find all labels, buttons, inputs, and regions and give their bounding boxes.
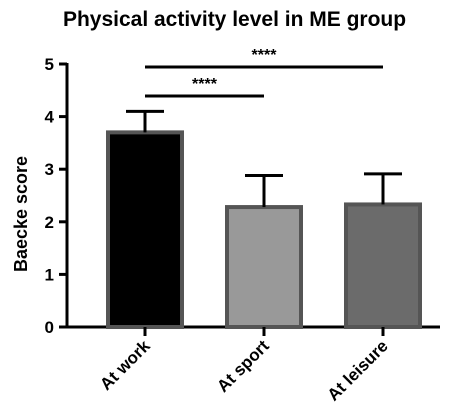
significance-brackets: **** **** bbox=[145, 47, 383, 98]
bar bbox=[344, 202, 422, 329]
y-tick-label: 3 bbox=[45, 160, 54, 179]
error-bars bbox=[126, 109, 402, 208]
significance-label: **** bbox=[252, 47, 278, 64]
x-tick-label: At leisure bbox=[324, 336, 392, 404]
y-axis-label: Baecke score bbox=[11, 156, 31, 272]
y-tick-label: 0 bbox=[45, 318, 54, 337]
bar bbox=[225, 205, 303, 330]
chart-title: Physical activity level in ME group bbox=[62, 8, 407, 31]
significance-label: **** bbox=[192, 76, 218, 93]
x-tick-label: At work bbox=[96, 336, 154, 394]
y-tick-label: 4 bbox=[45, 108, 55, 127]
x-axis-ticks: At work At sport At leisure bbox=[96, 327, 392, 405]
bars bbox=[106, 130, 422, 330]
y-tick-label: 1 bbox=[45, 265, 54, 284]
x-tick-label: At sport bbox=[213, 336, 273, 396]
y-tick-label: 2 bbox=[45, 213, 54, 232]
y-tick-label: 5 bbox=[45, 55, 54, 74]
y-axis-ticks: 0 1 2 3 4 5 bbox=[45, 55, 67, 337]
bar bbox=[106, 130, 184, 329]
